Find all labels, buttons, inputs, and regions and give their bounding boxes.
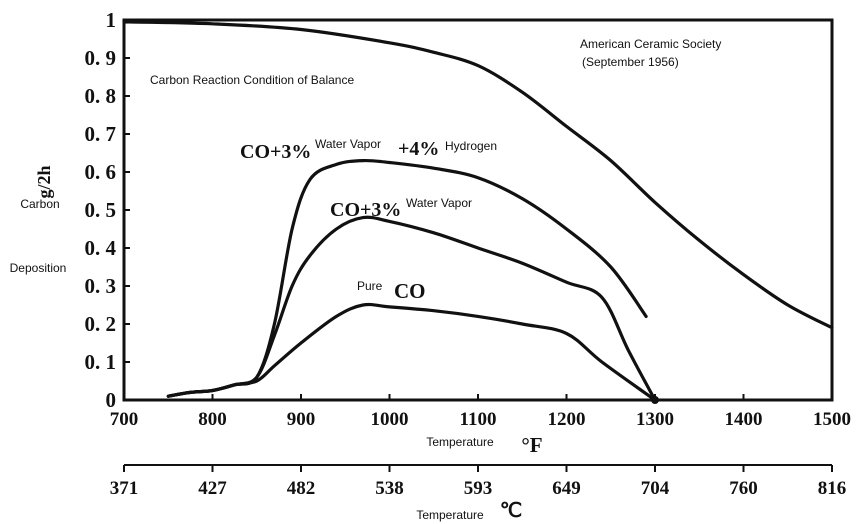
y-tick-label: 0. 1	[85, 350, 117, 374]
y-tick-label: 0. 3	[85, 274, 117, 298]
y-tick-label: 0. 8	[85, 84, 117, 108]
x-axis-label: Temperature	[426, 435, 494, 449]
celsius-axis-unit: ℃	[500, 500, 522, 522]
y-tick-label: 0. 7	[85, 122, 117, 146]
celsius-tick-label: 371	[110, 478, 139, 499]
celsius-tick-label: 816	[818, 478, 847, 499]
celsius-tick-label: 538	[375, 478, 404, 499]
series-line-pure-co	[166, 302, 657, 402]
y-tick-label: 0. 5	[85, 198, 117, 222]
x-tick-label: 1200	[548, 409, 586, 430]
y-tick-label: 0. 6	[85, 160, 117, 184]
series-line-top	[122, 20, 834, 330]
series3-label-pure: Pure	[357, 279, 383, 293]
y-axis-ticks: 0 0. 1 0. 2 0. 3 0. 4 0. 5 0. 6 0. 7 0. 8 0. 9 1	[85, 8, 130, 412]
source-line-1: American Ceramic Society	[580, 37, 721, 51]
y-tick-label: 1	[106, 8, 117, 32]
x-tick-label: 1300	[636, 409, 674, 430]
x-tick-label: 900	[287, 409, 316, 430]
x-tick-label: 1000	[371, 409, 409, 430]
x-tick-label: 1100	[460, 409, 497, 430]
celsius-axis-label: Temperature	[416, 508, 484, 522]
y-tick-label: 0. 4	[85, 236, 117, 260]
y-tick-label: 0. 9	[85, 46, 117, 70]
celsius-tick-label: 704	[641, 478, 670, 499]
celsius-tick-label: 649	[552, 478, 581, 499]
x-tick-label: 700	[110, 409, 139, 430]
x-tick-label: 1500	[813, 409, 851, 430]
celsius-axis-ticks: 371 427 482 538 593 649 704 760 816	[110, 465, 847, 499]
celsius-tick-label: 427	[198, 478, 227, 499]
series1-label-co: CO+3%	[240, 141, 311, 163]
series3-label-co: CO	[394, 279, 426, 303]
x-tick-label: 800	[198, 409, 227, 430]
title-note: Carbon Reaction Condition of Balance	[150, 73, 354, 87]
y-axis-unit: g/2h	[34, 165, 54, 198]
series2-label-water: Water Vapor	[406, 196, 472, 210]
series1-label-water: Water Vapor	[315, 137, 381, 151]
end-point-marker	[651, 396, 659, 404]
x-axis-ticks: 700 800 900 1000 1100 1200 1300 1400 1500	[110, 394, 851, 430]
series1-label-hydrogen: Hydrogen	[445, 139, 497, 153]
celsius-tick-label: 593	[464, 478, 493, 499]
y-axis-label-deposition: Deposition	[10, 261, 67, 275]
x-tick-label: 1400	[725, 409, 763, 430]
x-axis-unit-fahrenheit: °F	[521, 433, 542, 457]
y-axis-label-carbon: Carbon	[20, 197, 59, 211]
celsius-tick-label: 482	[287, 478, 316, 499]
y-tick-label: 0. 2	[85, 312, 117, 336]
series1-label-h: +4%	[398, 138, 439, 160]
celsius-tick-label: 760	[729, 478, 758, 499]
source-line-2: (September 1956)	[582, 55, 679, 69]
series2-label-co: CO+3%	[330, 199, 401, 221]
series-curves	[122, 20, 834, 404]
y-tick-label: 0	[106, 388, 117, 412]
